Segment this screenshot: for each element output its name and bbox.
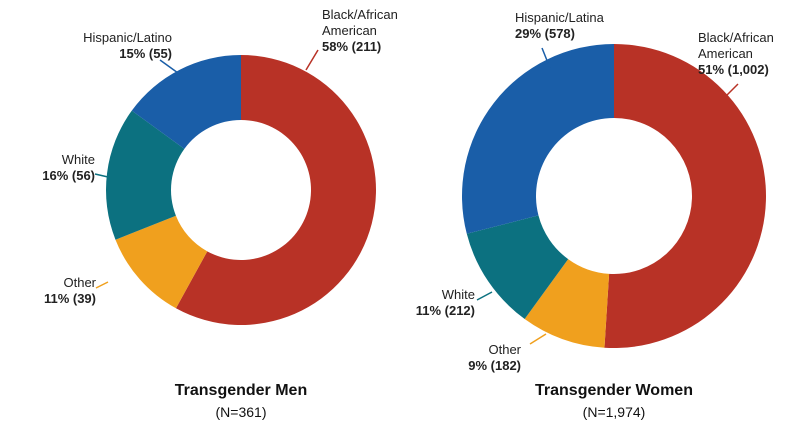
segment-label: Hispanic/Latino 15% (55) xyxy=(52,30,172,62)
leader-line xyxy=(159,59,179,74)
value-label: 29% (578) xyxy=(515,26,575,41)
category-label: White xyxy=(441,287,475,302)
value-label: 15% (55) xyxy=(119,46,172,61)
leader-line xyxy=(529,333,547,345)
category-label: Other xyxy=(63,275,96,290)
leader-line xyxy=(541,47,551,69)
chart-title: Transgender Women xyxy=(535,382,693,399)
leader-line xyxy=(305,49,319,71)
donut-segment xyxy=(115,215,208,309)
segment-label: Black/African American 51% (1,002) xyxy=(698,30,788,78)
donut-segment xyxy=(466,215,569,319)
chart-subtitle: (N=1,974) xyxy=(582,404,646,420)
category-label: White xyxy=(61,152,95,167)
segment-label: Other 9% (182) xyxy=(431,342,521,374)
segment-label: White 11% (212) xyxy=(375,287,475,319)
leader-line xyxy=(721,83,739,101)
donut-segment xyxy=(524,259,610,348)
segment-label: White 16% (56) xyxy=(5,152,95,184)
value-label: 11% (212) xyxy=(415,303,475,318)
category-label: Black/African American xyxy=(698,30,774,61)
donut-segment xyxy=(175,55,376,325)
value-label: 58% (211) xyxy=(322,39,382,54)
leader-line xyxy=(476,291,493,301)
category-label: Black/African American xyxy=(322,7,398,38)
segment-label: Other 11% (39) xyxy=(6,275,96,307)
donut-segment xyxy=(131,55,241,149)
donut-segment xyxy=(105,110,185,240)
segment-label: Black/African American 58% (211) xyxy=(322,7,412,55)
value-label: 9% (182) xyxy=(468,358,521,373)
donut-segment xyxy=(461,44,614,234)
donut-segment xyxy=(604,44,767,349)
chart-subtitle: (N=361) xyxy=(215,404,267,420)
category-label: Hispanic/Latina xyxy=(515,10,604,25)
value-label: 16% (56) xyxy=(42,168,95,183)
value-label: 51% (1,002) xyxy=(698,62,769,77)
segment-label: Hispanic/Latina 29% (578) xyxy=(515,10,635,42)
category-label: Hispanic/Latino xyxy=(83,30,172,45)
chart-title: Transgender Men xyxy=(174,382,308,399)
category-label: Other xyxy=(488,342,521,357)
leader-line xyxy=(94,173,109,178)
value-label: 11% (39) xyxy=(43,291,96,306)
leader-line xyxy=(95,281,109,289)
